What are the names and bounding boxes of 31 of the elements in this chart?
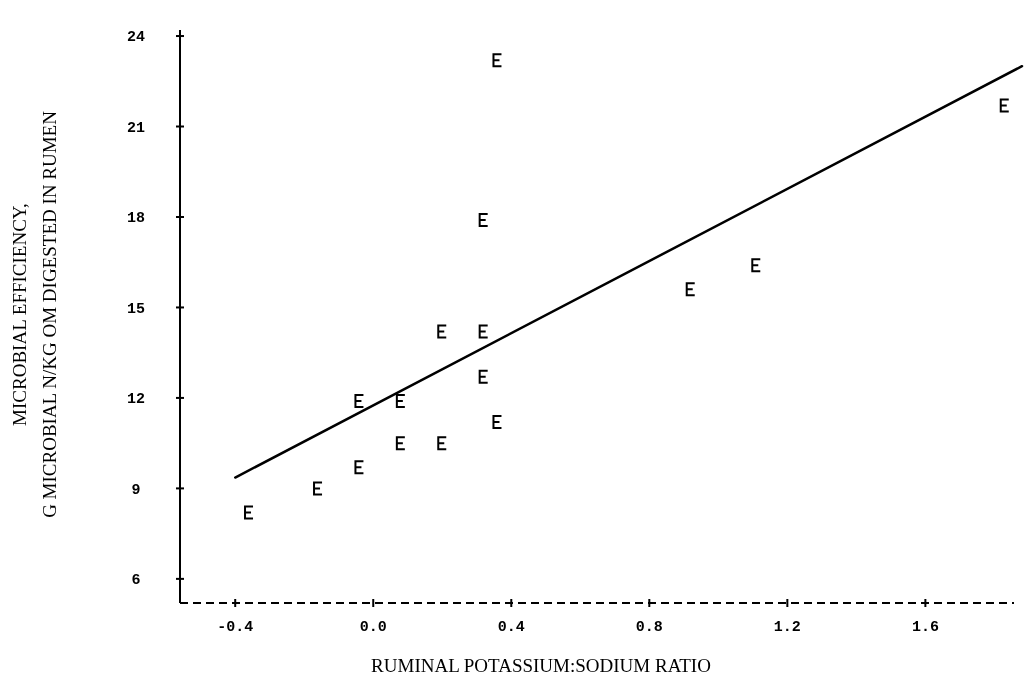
point — [354, 460, 365, 475]
point — [244, 505, 255, 520]
y-tick-label: 9 — [131, 481, 141, 499]
point — [437, 436, 448, 451]
y-tick-label: 21 — [126, 119, 146, 137]
point — [395, 393, 406, 408]
point — [437, 324, 448, 339]
x-tick-label: 0.8 — [635, 619, 663, 636]
point — [492, 53, 503, 68]
x-tick-label: 0.0 — [359, 619, 387, 636]
y-axis-title: MICROBIAL EFFICIENCY, G MICROBIAL N/KG OM DIGESTED IN RUMEN — [9, 110, 60, 518]
x-tick-label: 1.6 — [911, 619, 939, 636]
point — [478, 324, 489, 339]
point — [751, 258, 762, 273]
y-tick-label: 15 — [126, 300, 146, 318]
y-tick-label: 24 — [126, 29, 146, 47]
point — [354, 393, 365, 408]
point — [478, 212, 489, 227]
point — [478, 369, 489, 384]
point — [685, 282, 696, 297]
y-tick-label: 18 — [126, 210, 146, 228]
point — [999, 98, 1010, 113]
point — [395, 436, 406, 451]
y-tick-label: 6 — [131, 572, 141, 590]
x-axis-title: RUMINAL POTASSIUM:SODIUM RATIO — [371, 655, 711, 676]
y-tick-label: 12 — [126, 391, 146, 409]
x-tick-label: 0.4 — [497, 619, 525, 636]
x-tick-label: 1.2 — [773, 619, 801, 636]
point — [313, 481, 324, 496]
x-tick-label: -0.4 — [217, 619, 254, 636]
point — [492, 415, 503, 430]
